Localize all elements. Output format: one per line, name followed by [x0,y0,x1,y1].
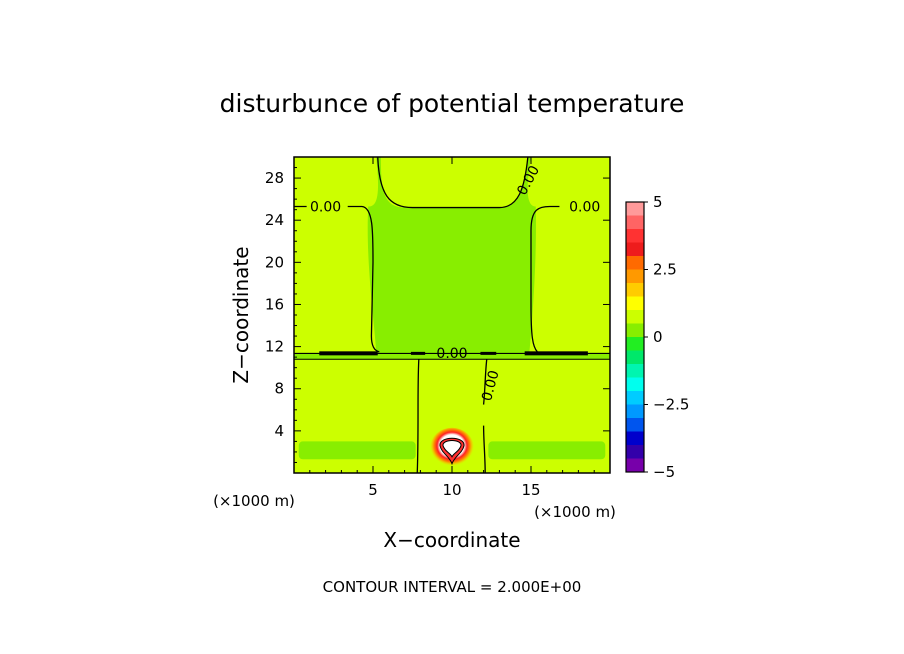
y-axis-label: Z−coordinate [229,246,253,383]
contour-interval-note: CONTOUR INTERVAL = 2.000E+00 [323,578,582,596]
contour-right-column [530,205,560,353]
colorbar-swatch [626,337,644,351]
colorbar-swatch [626,229,644,243]
x-tick-label: 15 [521,481,540,499]
warm-bubble-core [442,439,462,458]
contour-dense-mid-right [480,351,497,355]
colorbar-swatch [626,364,644,378]
contour-plume-left [416,359,420,473]
upper-left-region [294,157,379,353]
colorbar-swatch [626,215,644,230]
colorbar-swatch [626,418,644,432]
contour-layer [294,157,610,473]
colorbar-tick-label: −5 [653,463,675,481]
contour-dense-right [524,351,588,356]
y-tick-label: 16 [265,295,284,313]
contour-dense-mid-left [410,351,426,355]
contour-top-dome [377,157,529,209]
colorbar-swatch [626,458,644,473]
colorbar-tick-label: 2.5 [653,261,677,279]
colorbar-swatch [626,256,644,270]
contour-label: 0.00 [569,200,600,216]
colorbar-swatch [626,445,644,459]
interface-band [294,352,610,360]
x-tick-label: 5 [368,481,378,499]
y-tick-label: 20 [265,253,284,271]
y-tick-label: 12 [265,338,284,356]
contour-plume-right [482,359,488,473]
colorbar: 5 2.5 0 −2.5 −5 [625,193,689,481]
colorbar-swatch [626,283,644,297]
contour-left-column [294,205,380,353]
colorbar-swatch [626,202,644,216]
x-axis-unit-left: (×1000 m) [213,492,295,510]
y-axis: 4 8 12 16 20 24 28 [265,167,610,463]
contour-label: 0.00 [310,200,341,216]
colorbar-tick-label: 5 [653,193,663,211]
field-layer [294,157,610,473]
x-axis-label: X−coordinate [383,528,520,552]
colorbar-swatch [626,431,644,446]
y-tick-label: 4 [274,422,284,440]
upper-right-region [527,157,610,353]
x-tick-label: 10 [442,481,461,499]
colorbar-swatch [626,350,644,365]
x-axis-unit-right: (×1000 m) [534,503,616,521]
colorbar-swatch [626,296,644,311]
contour-label: 0.00 [436,346,467,362]
y-tick-label: 24 [265,211,284,229]
plot-area [294,157,610,473]
colorbar-tick-label: 0 [653,328,663,346]
upper-top-cap [380,157,528,208]
colorbar-swatch [626,391,644,405]
lower-left-band [298,441,416,460]
colorbar-swatch [626,323,644,338]
lower-right-band [488,441,606,460]
contour-dense-left [319,351,378,356]
x-axis: 5 10 15 [309,157,595,499]
colorbar-swatch [626,404,644,419]
colorbar-swatch [626,269,644,284]
colorbar-swatch [626,242,644,257]
y-tick-label: 28 [265,169,284,187]
colorbar-swatch [626,310,644,324]
y-tick-label: 8 [274,380,284,398]
chart-title: disturbunce of potential temperature [220,89,685,118]
colorbar-tick-label: −2.5 [653,396,689,414]
colorbar-swatch [626,377,644,392]
contour-label: 0.00 [479,369,503,403]
